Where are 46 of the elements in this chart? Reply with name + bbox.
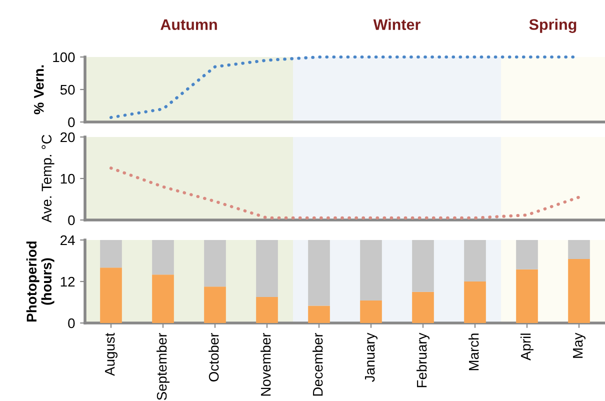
bar (308, 240, 330, 306)
bar (256, 240, 278, 298)
y-tick-label: 0 (68, 318, 75, 328)
x-tick-label: February (416, 332, 430, 388)
x-tick-label: January (365, 332, 378, 382)
band-label: Spring (529, 18, 576, 33)
x-tick-label: March (468, 334, 479, 370)
y-tick-label: 10 (60, 174, 75, 184)
bar (152, 240, 174, 275)
bar (568, 259, 590, 323)
bar (204, 240, 226, 287)
y-tick-label: 0 (68, 117, 75, 128)
bar (516, 269, 538, 323)
bar (464, 240, 486, 282)
y-tick-label: 20 (60, 132, 75, 142)
y-tick-label: 50 (60, 84, 75, 95)
bar (568, 240, 590, 260)
bar (412, 292, 434, 323)
y-axis-title: Photoperiod (hours) (26, 242, 54, 322)
band-label: Winter (373, 18, 420, 30)
y-axis-title: Ave. Temp. °C (42, 134, 54, 223)
y-tick-label: 12 (60, 276, 75, 287)
bar (204, 286, 226, 323)
bar (256, 297, 278, 323)
y-tick-label: 100 (53, 52, 75, 62)
bar (360, 240, 382, 301)
bar (100, 268, 122, 323)
y-tick-label: 24 (60, 235, 75, 246)
line-series (109, 166, 581, 220)
x-tick-label: August (105, 332, 118, 376)
band-label: Autumn (160, 19, 217, 30)
bar (100, 240, 122, 268)
bar (360, 300, 382, 323)
bar (308, 306, 330, 323)
bar (412, 240, 434, 292)
x-tick-label: November (260, 332, 271, 396)
bar (152, 274, 174, 323)
y-tick-label: 0 (68, 215, 75, 226)
x-tick-label: October (208, 332, 219, 382)
x-tick-label: April (520, 334, 534, 360)
x-tick-label: May (573, 332, 586, 358)
x-tick-label: December (312, 332, 323, 396)
x-tick-label: September (156, 332, 170, 400)
bar (516, 240, 538, 270)
y-axis-title: % Vern. (34, 65, 44, 114)
bar (464, 282, 486, 323)
